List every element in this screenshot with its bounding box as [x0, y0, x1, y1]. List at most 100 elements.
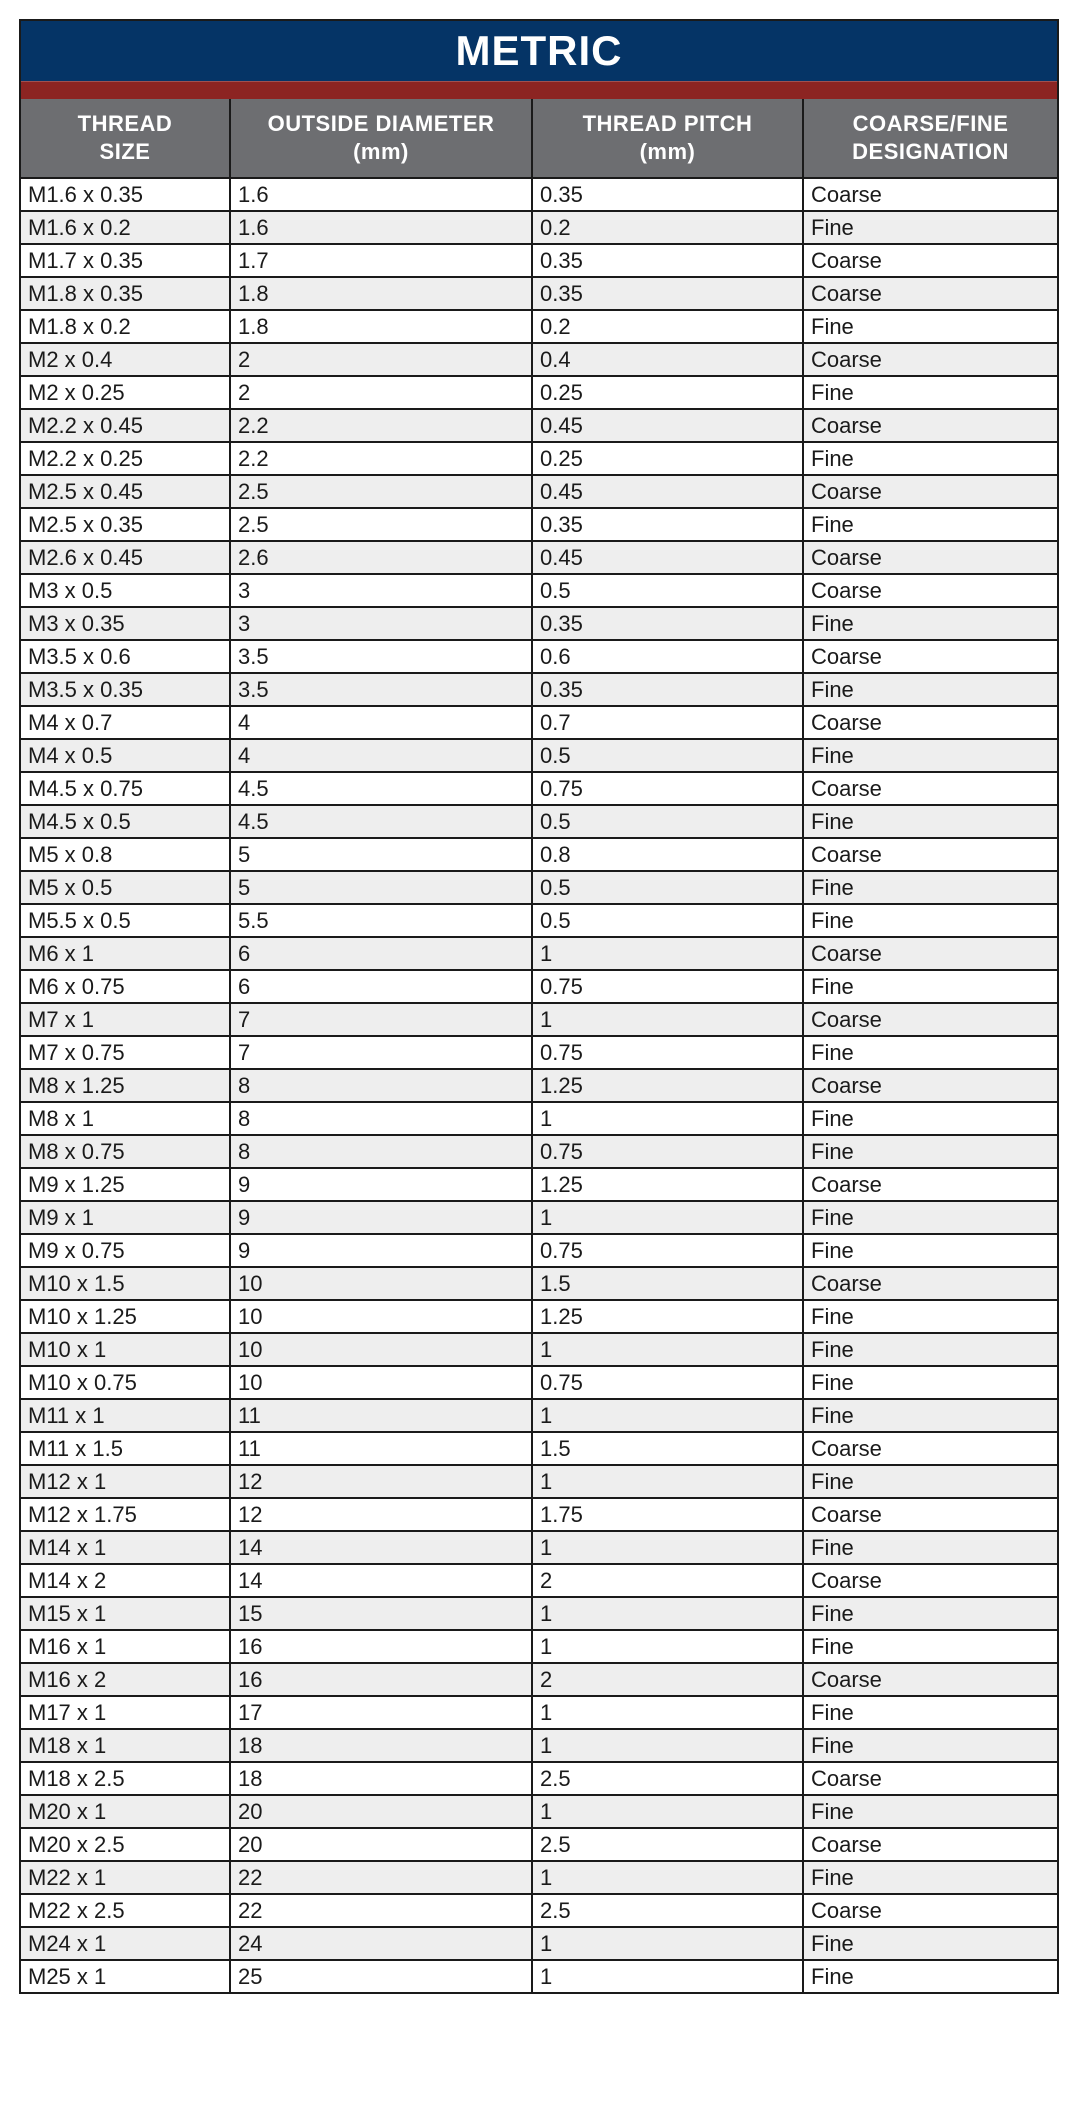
table-row: M24 x 1 24 1 Fine: [21, 1926, 1057, 1961]
designation-cell: Fine: [802, 1464, 1057, 1499]
outside-diameter-cell: 12: [229, 1464, 533, 1499]
table-row: M7 x 0.75 7 0.75 Fine: [21, 1035, 1057, 1070]
outside-diameter-cell: 4: [229, 738, 533, 773]
outside-diameter-cell: 8: [229, 1134, 533, 1169]
thread-pitch-cell: 0.5: [531, 738, 804, 773]
table-row: M15 x 1 15 1 Fine: [21, 1596, 1057, 1631]
thread-size-cell: M14 x 1: [21, 1530, 231, 1565]
header-line: DESIGNATION: [852, 139, 1009, 164]
metric-thread-chart: METRIC THREAD SIZE OUTSIDE DIAMETER (mm) T…: [19, 19, 1059, 1994]
header-line: THREAD: [77, 111, 173, 136]
outside-diameter-cell: 4.5: [229, 771, 533, 806]
outside-diameter-cell: 1.8: [229, 276, 533, 311]
table-row: M1.8 x 0.35 1.8 0.35 Coarse: [21, 276, 1057, 311]
thread-pitch-cell: 1: [531, 936, 804, 971]
thread-size-cell: M10 x 0.75: [21, 1365, 231, 1400]
outside-diameter-cell: 1.7: [229, 243, 533, 278]
table-row: M2.5 x 0.45 2.5 0.45 Coarse: [21, 474, 1057, 509]
designation-cell: Coarse: [802, 639, 1057, 674]
designation-cell: Fine: [802, 375, 1057, 410]
thread-size-cell: M9 x 0.75: [21, 1233, 231, 1268]
table-row: M25 x 1 25 1 Fine: [21, 1959, 1057, 1992]
designation-cell: Fine: [802, 507, 1057, 542]
thread-pitch-cell: 1.75: [531, 1497, 804, 1532]
thread-size-cell: M1.8 x 0.35: [21, 276, 231, 311]
table-row: M5 x 0.8 5 0.8 Coarse: [21, 837, 1057, 872]
outside-diameter-cell: 1.8: [229, 309, 533, 344]
table-row: M1.8 x 0.2 1.8 0.2 Fine: [21, 309, 1057, 344]
thread-pitch-cell: 0.5: [531, 870, 804, 905]
outside-diameter-cell: 3.5: [229, 672, 533, 707]
header-line: COARSE/FINE: [852, 111, 1009, 136]
table-row: M9 x 1.25 9 1.25 Coarse: [21, 1167, 1057, 1202]
thread-size-cell: M5 x 0.8: [21, 837, 231, 872]
outside-diameter-cell: 1.6: [229, 177, 533, 212]
thread-size-cell: M11 x 1: [21, 1398, 231, 1433]
outside-diameter-cell: 9: [229, 1233, 533, 1268]
outside-diameter-cell: 3.5: [229, 639, 533, 674]
table-body: M1.6 x 0.35 1.6 0.35 Coarse M1.6 x 0.2 1.6 0.2…: [21, 177, 1057, 1992]
table-row: M10 x 1 10 1 Fine: [21, 1332, 1057, 1367]
outside-diameter-cell: 22: [229, 1860, 533, 1895]
outside-diameter-cell: 20: [229, 1827, 533, 1862]
designation-cell: Fine: [802, 1365, 1057, 1400]
thread-size-cell: M1.6 x 0.35: [21, 177, 231, 212]
thread-size-cell: M11 x 1.5: [21, 1431, 231, 1466]
outside-diameter-cell: 15: [229, 1596, 533, 1631]
thread-pitch-cell: 0.35: [531, 243, 804, 278]
thread-pitch-cell: 2.5: [531, 1761, 804, 1796]
designation-cell: Coarse: [802, 1002, 1057, 1037]
designation-cell: Fine: [802, 309, 1057, 344]
outside-diameter-cell: 16: [229, 1662, 533, 1697]
thread-size-cell: M8 x 1.25: [21, 1068, 231, 1103]
header-line: SIZE: [99, 139, 151, 164]
thread-pitch-cell: 0.8: [531, 837, 804, 872]
designation-cell: Coarse: [802, 276, 1057, 311]
table-row: M3.5 x 0.35 3.5 0.35 Fine: [21, 672, 1057, 707]
outside-diameter-cell: 14: [229, 1530, 533, 1565]
thread-size-cell: M2.2 x 0.25: [21, 441, 231, 476]
table-row: M1.6 x 0.35 1.6 0.35 Coarse: [21, 177, 1057, 212]
designation-cell: Fine: [802, 1299, 1057, 1334]
thread-size-cell: M18 x 1: [21, 1728, 231, 1763]
designation-cell: Fine: [802, 1101, 1057, 1136]
thread-pitch-cell: 1: [531, 1794, 804, 1829]
outside-diameter-cell: 20: [229, 1794, 533, 1829]
thread-pitch-cell: 1: [531, 1926, 804, 1961]
outside-diameter-cell: 16: [229, 1629, 533, 1664]
thread-size-cell: M10 x 1: [21, 1332, 231, 1367]
designation-cell: Coarse: [802, 837, 1057, 872]
designation-cell: Fine: [802, 1233, 1057, 1268]
designation-cell: Coarse: [802, 1497, 1057, 1532]
table-row: M2.2 x 0.45 2.2 0.45 Coarse: [21, 408, 1057, 443]
thread-pitch-cell: 1.25: [531, 1299, 804, 1334]
designation-cell: Fine: [802, 1530, 1057, 1565]
table-row: M9 x 1 9 1 Fine: [21, 1200, 1057, 1235]
thread-pitch-cell: 1: [531, 1860, 804, 1895]
thread-size-cell: M2.5 x 0.45: [21, 474, 231, 509]
header-line: (mm): [353, 139, 409, 164]
thread-size-cell: M7 x 0.75: [21, 1035, 231, 1070]
thread-pitch-cell: 1: [531, 1200, 804, 1235]
thread-size-cell: M25 x 1: [21, 1959, 231, 1992]
thread-pitch-cell: 0.45: [531, 474, 804, 509]
thread-pitch-cell: 0.2: [531, 210, 804, 245]
table-row: M8 x 0.75 8 0.75 Fine: [21, 1134, 1057, 1169]
designation-cell: Fine: [802, 804, 1057, 839]
designation-cell: Coarse: [802, 1827, 1057, 1862]
thread-pitch-cell: 1: [531, 1530, 804, 1565]
thread-size-cell: M12 x 1.75: [21, 1497, 231, 1532]
thread-pitch-cell: 1: [531, 1596, 804, 1631]
thread-pitch-cell: 1: [531, 1629, 804, 1664]
thread-pitch-cell: 0.6: [531, 639, 804, 674]
thread-pitch-cell: 0.25: [531, 441, 804, 476]
outside-diameter-cell: 5: [229, 837, 533, 872]
table-row: M10 x 1.5 10 1.5 Coarse: [21, 1266, 1057, 1301]
thread-size-cell: M3 x 0.5: [21, 573, 231, 608]
outside-diameter-cell: 10: [229, 1299, 533, 1334]
table-row: M5.5 x 0.5 5.5 0.5 Fine: [21, 903, 1057, 938]
designation-cell: Fine: [802, 606, 1057, 641]
thread-pitch-cell: 1.5: [531, 1431, 804, 1466]
outside-diameter-cell: 7: [229, 1035, 533, 1070]
outside-diameter-cell: 1.6: [229, 210, 533, 245]
